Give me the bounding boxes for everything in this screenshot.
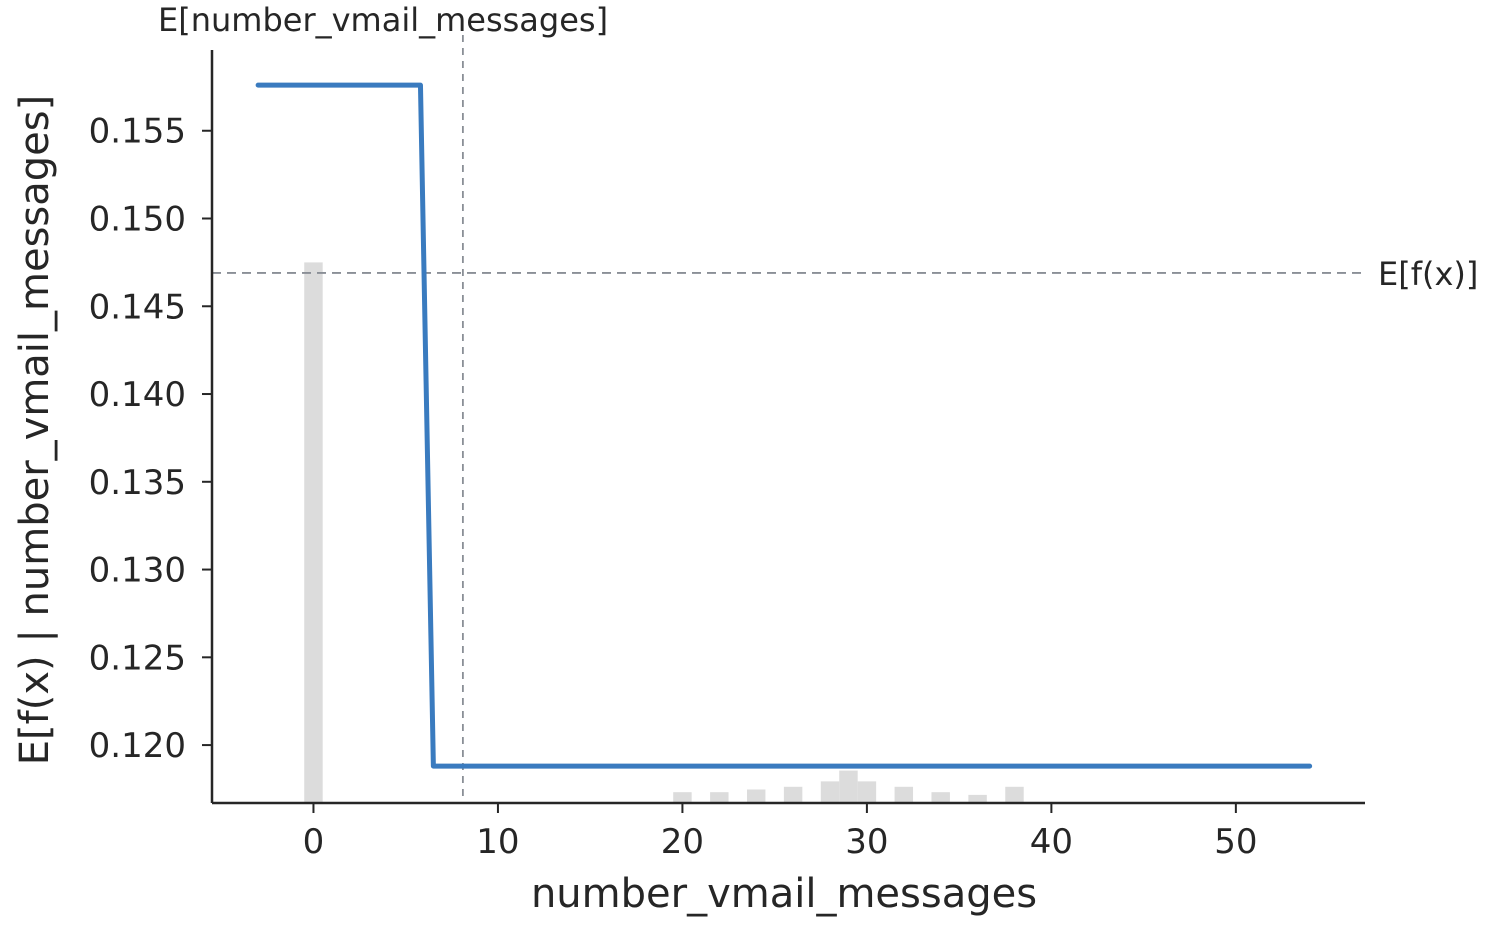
reference-lines-layer <box>212 35 1365 803</box>
histogram-bar <box>894 786 914 803</box>
histogram-bar <box>857 781 877 803</box>
y-ticks: 0.120 0.125 0.130 0.135 0.140 0.145 0.150 0.155 <box>89 112 212 766</box>
histogram-bar <box>304 262 323 803</box>
y-tick-label: 0.150 <box>89 200 186 240</box>
histogram-bar <box>710 792 729 803</box>
x-tick-label: 30 <box>845 822 888 862</box>
y-tick-label: 0.125 <box>89 638 186 678</box>
y-tick-label: 0.130 <box>89 551 186 591</box>
expected-value-label: E[f(x)] <box>1378 255 1478 293</box>
x-axis-title: number_vmail_messages <box>531 871 1037 917</box>
series-layer <box>255 82 1313 769</box>
y-tick-label: 0.135 <box>89 463 186 503</box>
x-tick-label: 50 <box>1214 822 1257 862</box>
x-tick-label: 0 <box>303 822 325 862</box>
histogram-bar <box>746 789 766 803</box>
histogram-bar <box>931 792 950 803</box>
x-ticks: 0 10 20 30 40 50 <box>303 803 1257 862</box>
histogram-bar <box>968 794 987 803</box>
x-tick-label: 20 <box>661 822 704 862</box>
histogram-bar <box>783 786 803 803</box>
series-line <box>255 82 1313 769</box>
y-axis-title: E[f(x) | number_vmail_messages] <box>12 95 58 765</box>
axes-layer <box>210 50 1365 805</box>
y-tick-label: 0.155 <box>89 112 186 152</box>
y-tick-label: 0.145 <box>89 287 186 327</box>
histogram-bar <box>673 792 692 803</box>
y-tick-label: 0.140 <box>89 375 186 415</box>
x-tick-label: 40 <box>1030 822 1073 862</box>
x-tick-label: 10 <box>476 822 519 862</box>
histogram-layer <box>304 262 1024 803</box>
histogram-bar <box>820 781 840 803</box>
histogram-bar <box>839 770 858 803</box>
y-tick-label: 0.120 <box>89 726 186 766</box>
histogram-bar <box>1005 786 1024 803</box>
feature-mean-label: E[number_vmail_messages] <box>158 1 608 39</box>
